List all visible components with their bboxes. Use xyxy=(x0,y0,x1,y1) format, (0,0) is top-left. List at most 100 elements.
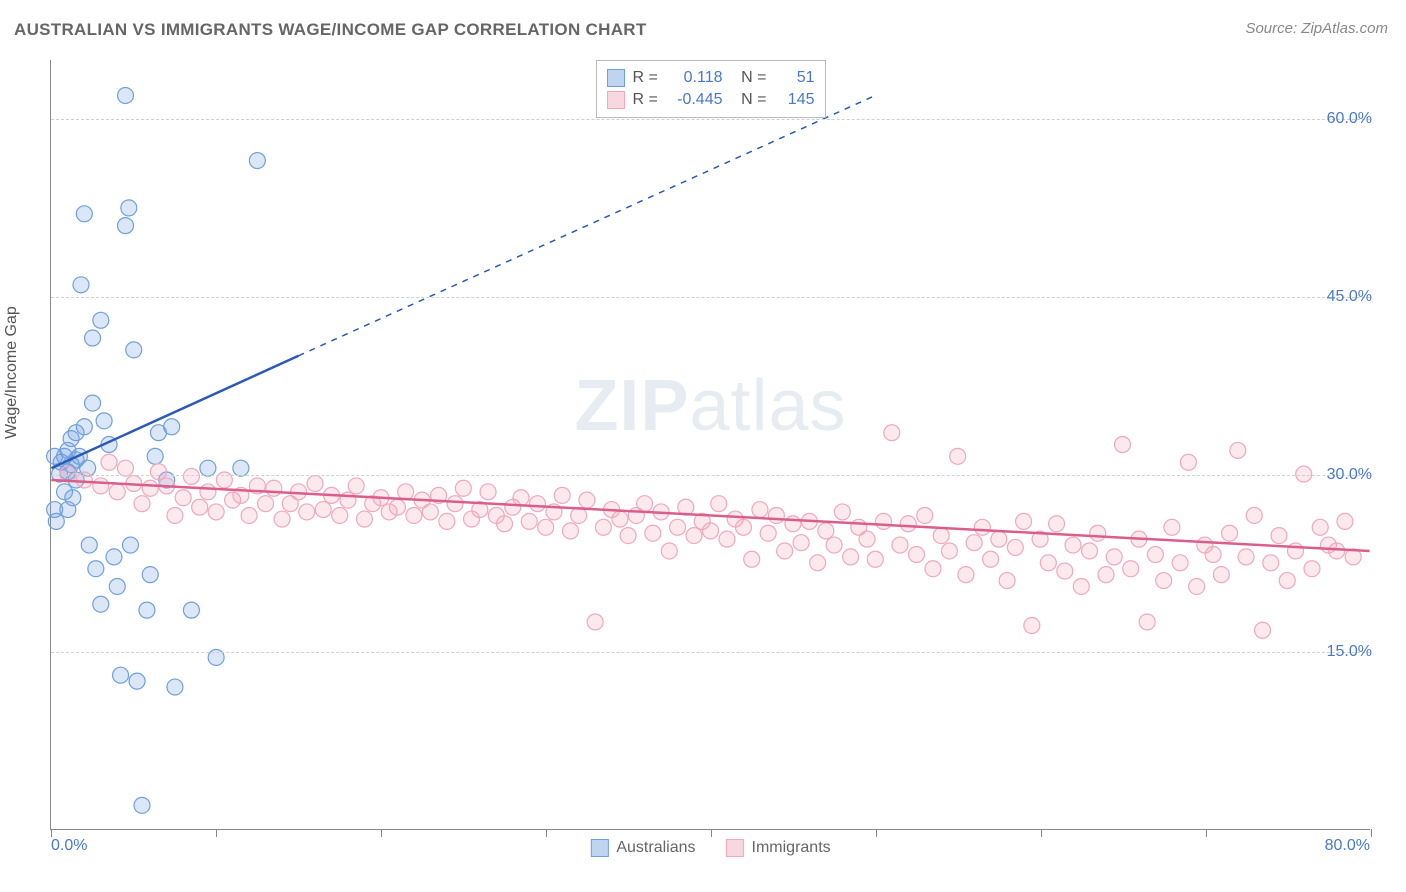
trend-line-dashed xyxy=(299,95,876,355)
data-point xyxy=(1246,507,1262,523)
legend-row-australians: R = 0.118 N = 51 xyxy=(607,67,815,89)
data-point xyxy=(867,551,883,567)
plot-svg xyxy=(51,60,1370,829)
data-point xyxy=(81,537,97,553)
x-axis-tick xyxy=(711,829,712,837)
data-point xyxy=(925,561,941,577)
data-point xyxy=(1156,573,1172,589)
data-point xyxy=(142,567,158,583)
data-point xyxy=(113,667,129,683)
legend-row-immigrants: R = -0.445 N = 145 xyxy=(607,89,815,111)
data-point xyxy=(1271,528,1287,544)
data-point xyxy=(109,578,125,594)
data-point xyxy=(958,567,974,583)
source-label: Source: ZipAtlas.com xyxy=(1245,20,1388,37)
legend-r-label: R = xyxy=(633,69,659,87)
data-point xyxy=(76,419,92,435)
x-axis-start-label: 0.0% xyxy=(51,837,87,855)
data-point xyxy=(876,513,892,529)
y-axis-tick-label: 30.0% xyxy=(1327,466,1372,484)
data-point xyxy=(1040,555,1056,571)
data-point xyxy=(134,797,150,813)
data-point xyxy=(175,490,191,506)
data-point xyxy=(439,513,455,529)
data-point xyxy=(93,312,109,328)
gridline xyxy=(51,475,1370,476)
y-axis-tick-label: 45.0% xyxy=(1327,288,1372,306)
data-point xyxy=(1180,454,1196,470)
data-point xyxy=(711,496,727,512)
data-point xyxy=(266,480,282,496)
legend-n-value-australians: 51 xyxy=(775,69,815,87)
data-point xyxy=(150,464,166,480)
data-point xyxy=(142,480,158,496)
legend-label-australians: Australians xyxy=(616,839,695,857)
y-axis-tick-label: 15.0% xyxy=(1327,643,1372,661)
data-point xyxy=(167,507,183,523)
data-point xyxy=(60,502,76,518)
data-point xyxy=(1222,525,1238,541)
data-point xyxy=(1106,549,1122,565)
data-point xyxy=(670,519,686,535)
data-point xyxy=(826,537,842,553)
legend-correlation: R = 0.118 N = 51 R = -0.445 N = 145 xyxy=(596,60,826,118)
data-point xyxy=(554,487,570,503)
data-point xyxy=(793,535,809,551)
data-point xyxy=(76,206,92,222)
data-point xyxy=(703,523,719,539)
data-point xyxy=(810,555,826,571)
legend-n-label: N = xyxy=(737,69,767,87)
data-point xyxy=(167,679,183,695)
data-point xyxy=(1114,437,1130,453)
data-point xyxy=(777,543,793,559)
data-point xyxy=(933,528,949,544)
data-point xyxy=(752,502,768,518)
data-point xyxy=(562,523,578,539)
data-point xyxy=(1205,547,1221,563)
legend-item-immigrants: Immigrants xyxy=(726,839,831,857)
data-point xyxy=(719,531,735,547)
data-point xyxy=(1057,563,1073,579)
data-point xyxy=(529,496,545,512)
data-point xyxy=(1304,561,1320,577)
x-axis-tick xyxy=(546,829,547,837)
x-axis-tick xyxy=(51,829,52,837)
data-point xyxy=(612,511,628,527)
data-point xyxy=(422,504,438,520)
data-point xyxy=(735,519,751,535)
legend-r-value-australians: 0.118 xyxy=(667,69,723,87)
data-point xyxy=(455,480,471,496)
data-point xyxy=(249,153,265,169)
data-point xyxy=(974,519,990,535)
data-point xyxy=(760,525,776,541)
data-point xyxy=(1073,578,1089,594)
data-point xyxy=(480,484,496,500)
data-point xyxy=(917,507,933,523)
data-point xyxy=(1098,567,1114,583)
y-axis-label: Wage/Income Gap xyxy=(3,306,21,439)
data-point xyxy=(398,484,414,500)
data-point xyxy=(637,496,653,512)
data-point xyxy=(332,507,348,523)
data-point xyxy=(101,454,117,470)
data-point xyxy=(48,513,64,529)
x-axis-tick xyxy=(216,829,217,837)
data-point xyxy=(274,511,290,527)
data-point xyxy=(497,516,513,532)
data-point xyxy=(47,448,63,464)
data-point xyxy=(241,507,257,523)
data-point xyxy=(620,528,636,544)
legend-label-immigrants: Immigrants xyxy=(752,839,831,857)
data-point xyxy=(1049,516,1065,532)
data-point xyxy=(785,516,801,532)
gridline xyxy=(51,652,1370,653)
data-point xyxy=(183,602,199,618)
legend-r-value-immigrants: -0.445 xyxy=(667,91,723,109)
data-point xyxy=(1007,539,1023,555)
data-point xyxy=(1024,618,1040,634)
data-point xyxy=(1213,567,1229,583)
x-axis-tick xyxy=(1371,829,1372,837)
data-point xyxy=(93,478,109,494)
data-point xyxy=(1164,519,1180,535)
data-point xyxy=(1123,561,1139,577)
